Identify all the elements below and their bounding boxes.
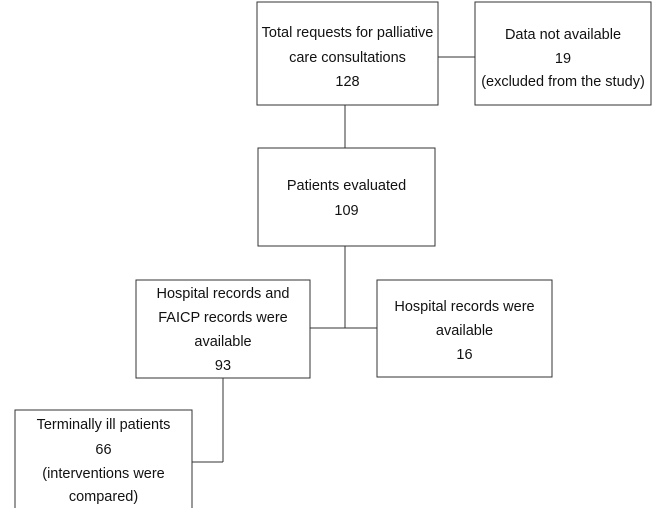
node-text: available (436, 323, 493, 339)
node-text: Data not available (505, 27, 621, 43)
node-text: care consultations (289, 50, 406, 66)
node-text: 93 (215, 358, 231, 374)
node-text: Hospital records and (157, 286, 290, 302)
node-text: 109 (334, 203, 358, 219)
node-text: available (194, 334, 251, 350)
node-text: compared) (69, 489, 138, 505)
node-box (474, 1, 652, 106)
node-text: (interventions were (42, 466, 165, 482)
node-box (257, 147, 436, 247)
node-text: 19 (555, 51, 571, 67)
node-text: Patients evaluated (287, 178, 406, 194)
node-box (14, 409, 193, 508)
node-text: 16 (456, 347, 472, 363)
node-text: Terminally ill patients (37, 417, 171, 433)
node-box (376, 279, 553, 378)
node-text: 66 (95, 442, 111, 458)
node-text: Total requests for palliative (262, 25, 434, 41)
node-text: 128 (335, 74, 359, 90)
node-text: FAICP records were (158, 310, 287, 326)
node-box (135, 279, 311, 379)
node-text: (excluded from the study) (481, 74, 645, 90)
node-box (256, 1, 439, 106)
node-text: Hospital records were (394, 299, 534, 315)
